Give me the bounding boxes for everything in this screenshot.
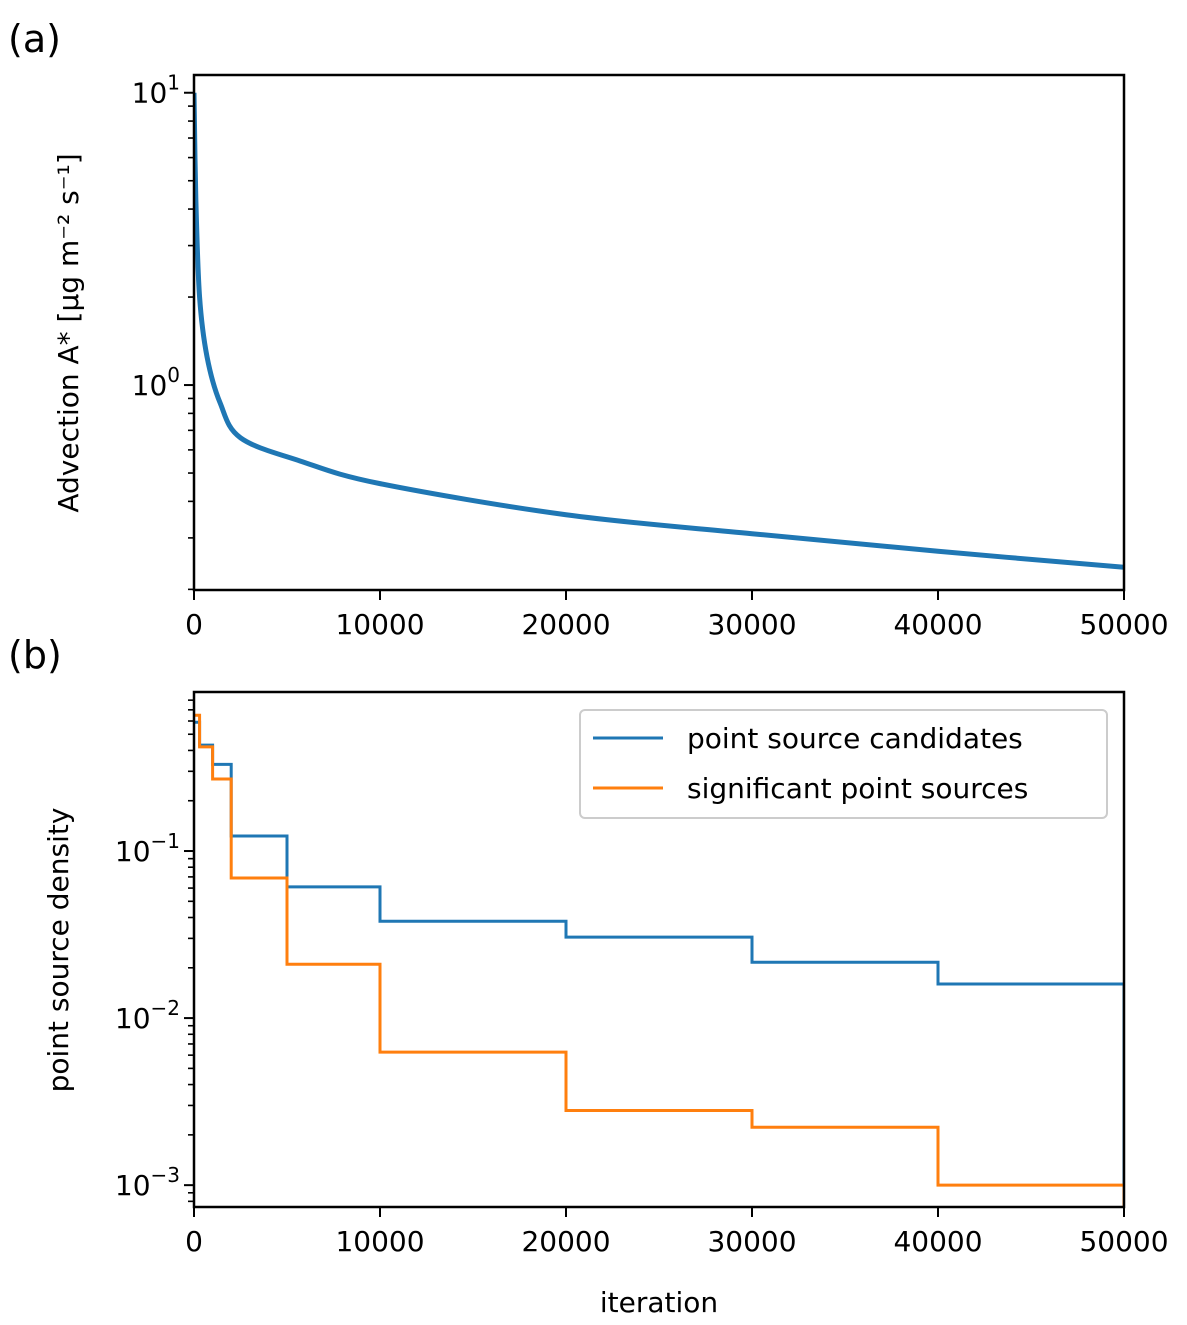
x-tick-label: 40000 — [893, 1225, 982, 1258]
x-tick-label: 50000 — [1079, 608, 1168, 641]
x-tick-label: 30000 — [707, 1225, 796, 1258]
x-tick-label: 30000 — [707, 608, 796, 641]
legend-box — [579, 709, 1108, 819]
series-line-significant-point-sources — [194, 713, 1124, 1207]
x-tick-label: 10000 — [335, 608, 424, 641]
panel-a: 0 10000 20000 30000 40000 50000 100 101 — [132, 71, 1169, 641]
y-tick-label: 101 — [132, 71, 180, 110]
xlabel-b: iteration — [600, 1286, 718, 1319]
axes-frame — [192, 73, 1126, 592]
y-tick-label: 10−3 — [115, 1163, 180, 1202]
y-tick-label: 10−2 — [115, 996, 180, 1035]
axes-frame — [192, 690, 1126, 1209]
panel-label-b: (b) — [8, 633, 62, 677]
ylabel-a: Advection A* [μg m⁻² s⁻¹] — [52, 153, 85, 512]
x-tick-label: 40000 — [893, 608, 982, 641]
x-tick-label: 0 — [185, 1225, 203, 1258]
ylabel-b: point source density — [42, 808, 75, 1093]
y-tick-label: 10−1 — [115, 829, 180, 868]
x-tick-label: 20000 — [521, 1225, 610, 1258]
panel-b: 0 10000 20000 30000 40000 50000 10−3 10−2 10−1 po… — [115, 690, 1169, 1258]
x-tick-label: 0 — [185, 608, 203, 641]
series-line-advection — [194, 92, 1124, 570]
panel-label-a: (a) — [8, 17, 61, 61]
legend-label: point source candidates — [687, 722, 1023, 755]
x-tick-label: 10000 — [335, 1225, 424, 1258]
y-tick-label: 100 — [132, 363, 180, 402]
series-line-point-source-candidates — [194, 720, 1124, 1207]
legend: point source candidates significant point… — [579, 709, 1108, 819]
x-tick-label: 20000 — [521, 608, 610, 641]
legend-label: significant point sources — [687, 772, 1028, 805]
x-tick-label: 50000 — [1079, 1225, 1168, 1258]
